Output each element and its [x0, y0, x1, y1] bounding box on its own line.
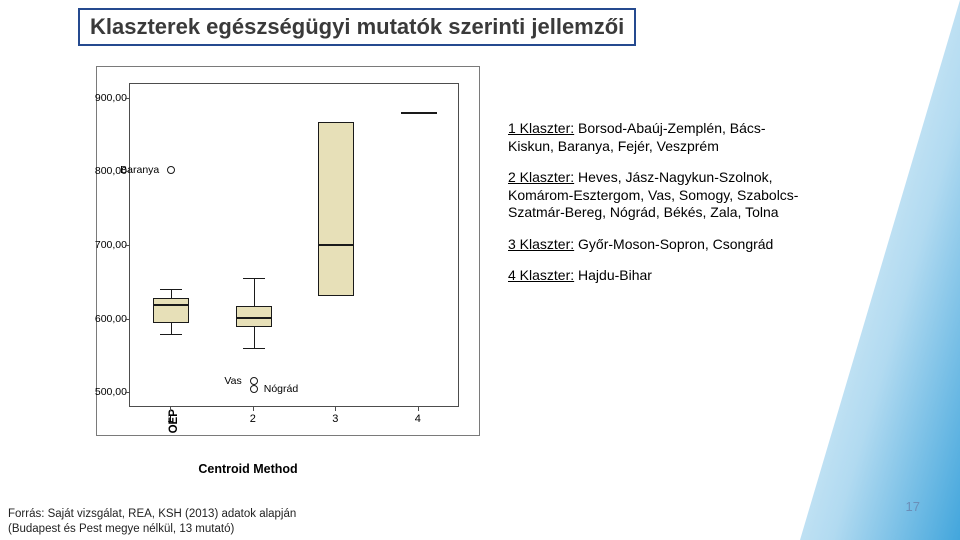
plot-area: BaranyaVasNógrád — [129, 83, 459, 407]
x-axis-title: Centroid Method — [8, 462, 488, 476]
plot-frame: BaranyaVasNógrád 500,00600,00700,00800,0… — [96, 66, 480, 436]
median-line — [318, 244, 354, 246]
y-tick-label: 600,00 — [95, 313, 127, 325]
footer-line-2: (Budapest és Pest megye nélkül, 13 mutat… — [8, 522, 296, 536]
x-tick-label: 1 — [167, 413, 173, 425]
outlier-label: Vas — [224, 375, 241, 387]
outlier-marker — [250, 377, 258, 385]
boxplot-chart: OEP finanszírozott járóbeteg esetszám 10… — [8, 58, 488, 476]
cluster-legend: 1 Klaszter: Borsod-Abaúj-Zemplén, Bács-K… — [508, 120, 808, 299]
cluster-4-heading: 4 Klaszter: — [508, 267, 574, 283]
y-tick-label: 800,00 — [95, 165, 127, 177]
slide-footer: Forrás: Saját vizsgálat, REA, KSH (2013)… — [8, 507, 296, 536]
x-tick-label: 4 — [415, 413, 421, 425]
y-tick-label: 500,00 — [95, 386, 127, 398]
cluster-4-text: Hajdu-Bihar — [574, 267, 652, 283]
outlier-marker — [167, 166, 175, 174]
outlier-label: Nógrád — [264, 383, 298, 395]
box — [318, 122, 354, 296]
cluster-3-heading: 3 Klaszter: — [508, 236, 574, 252]
outlier-marker — [250, 385, 258, 393]
cluster-3-text: Győr-Moson-Sopron, Csongrád — [574, 236, 773, 252]
cluster-2-heading: 2 Klaszter: — [508, 169, 574, 185]
page-number: 17 — [906, 499, 920, 514]
footer-line-1: Forrás: Saját vizsgálat, REA, KSH (2013)… — [8, 507, 296, 521]
x-tick-label: 3 — [332, 413, 338, 425]
cluster-1-heading: 1 Klaszter: — [508, 120, 574, 136]
x-tick-label: 2 — [250, 413, 256, 425]
median-line — [401, 112, 437, 114]
slide-title: Klaszterek egészségügyi mutatók szerinti… — [78, 8, 636, 46]
box — [153, 298, 189, 323]
y-tick-label: 700,00 — [95, 239, 127, 251]
y-tick-label: 900,00 — [95, 92, 127, 104]
median-line — [153, 304, 189, 306]
median-line — [236, 317, 272, 319]
